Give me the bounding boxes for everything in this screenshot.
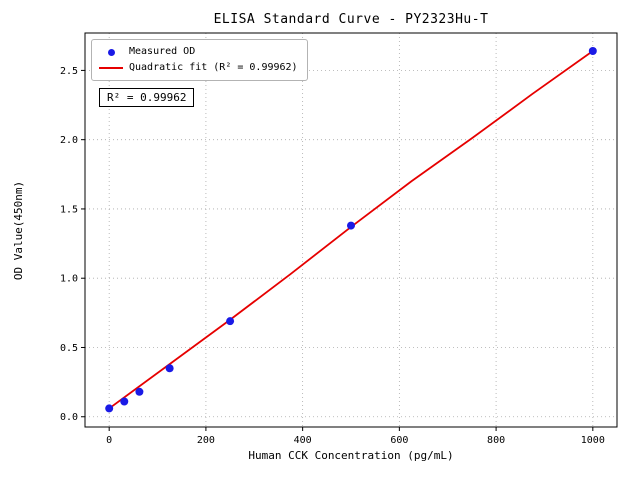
measured-od-point: [588, 47, 597, 56]
measured-od-point: [120, 397, 129, 406]
x-tick-label: 1000: [581, 435, 605, 446]
x-tick-label: 400: [294, 435, 312, 446]
y-tick-label: 2.0: [60, 135, 78, 146]
legend-entry-quadratic-fit: Quadratic fit (R² = 0.99962): [98, 60, 298, 76]
y-tick-label: 2.5: [60, 66, 78, 77]
r-squared-annotation: R² = 0.99962: [99, 88, 195, 107]
legend-label-quadratic-fit: Quadratic fit (R² = 0.99962): [129, 62, 298, 73]
x-tick-label: 800: [487, 435, 505, 446]
y-tick-label: 0.5: [60, 343, 78, 354]
measured-od-point: [165, 364, 174, 373]
measured-od-point: [347, 221, 355, 230]
measured-od-point: [226, 317, 235, 326]
legend-entry-measured-od: Measured OD: [98, 44, 298, 60]
legend-dot-marker-icon: [98, 48, 124, 56]
x-tick-label: 600: [390, 435, 408, 446]
x-axis-label: Human CCK Concentration (pg/mL): [248, 449, 454, 462]
legend: Measured OD Quadratic fit (R² = 0.99962): [91, 39, 308, 81]
chart-title: ELISA Standard Curve - PY2323Hu-T: [213, 12, 489, 27]
y-axis-label-wrap: OD Value(450nm): [8, 33, 30, 427]
plot-border: [84, 32, 618, 428]
y-tick-label: 0.0: [60, 412, 78, 423]
y-tick-label: 1.0: [60, 274, 78, 285]
y-tick-label: 1.5: [60, 204, 78, 215]
measured-od-point: [135, 387, 144, 396]
legend-label-measured-od: Measured OD: [129, 46, 196, 57]
measured-od-point: [105, 404, 114, 413]
y-axis-label: OD Value(450nm): [12, 180, 26, 280]
legend-line-marker-icon: [98, 67, 124, 69]
x-tick-label: 0: [106, 435, 112, 446]
x-tick-label: 200: [197, 435, 215, 446]
